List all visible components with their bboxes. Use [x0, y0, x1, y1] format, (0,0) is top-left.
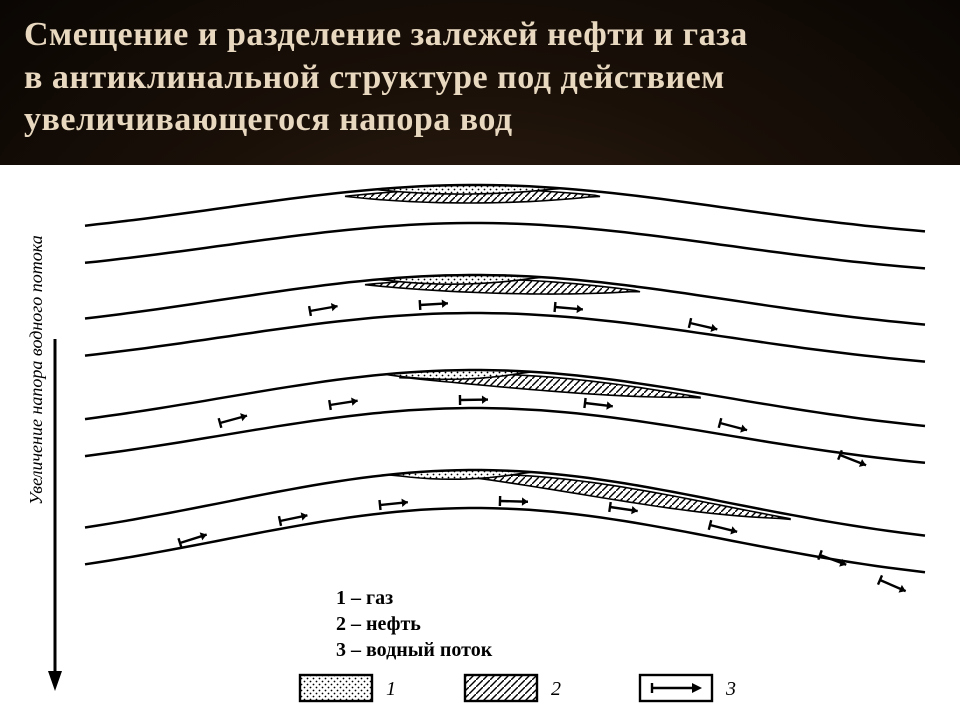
legend-line-3: 3 – водный поток [336, 637, 492, 663]
flow-arrow-icon [420, 300, 448, 310]
stratum-bottom [85, 508, 925, 572]
title-line3: увеличивающегося напора вод [24, 99, 942, 142]
legend-box-gas: 1 [300, 675, 396, 701]
flow-arrow-icon [709, 520, 737, 534]
stratum-bottom [85, 408, 925, 463]
flow-arrow-icon [329, 397, 357, 409]
legend-line-1: 1 – газ [336, 585, 492, 611]
flow-arrow-icon [460, 395, 488, 405]
legend-num: 3 [725, 678, 736, 700]
legend-box-flow: 3 [640, 675, 736, 701]
flow-arrow-icon [500, 496, 528, 506]
flow-arrow-icon [719, 418, 747, 432]
flow-arrow-icon [555, 302, 583, 313]
title-line2: в антиклинальной структуре под действием [24, 57, 942, 100]
legend-box-oil: 2 [465, 675, 561, 701]
legend-text: 1 – газ 2 – нефть 3 – водный поток [336, 585, 492, 663]
diagram-panel: Увеличение напора водного потока 123 1 –… [0, 165, 960, 720]
page-title: Смещение и разделение залежей нефти и га… [0, 0, 960, 150]
flow-arrow-icon [584, 398, 612, 410]
flow-arrow-icon [219, 413, 247, 428]
flow-arrow-icon [878, 575, 906, 592]
stratum-bottom [85, 223, 925, 268]
legend-line-2: 2 – нефть [336, 611, 492, 637]
flow-arrow-icon [689, 318, 717, 332]
legend-num: 2 [551, 678, 561, 700]
stratum-bottom [85, 313, 925, 362]
flow-arrow-icon [379, 499, 407, 510]
legend-num: 1 [386, 678, 396, 700]
flow-arrow-icon [609, 502, 637, 514]
title-line1: Смещение и разделение залежей нефти и га… [24, 14, 942, 57]
flow-arrow-icon [309, 303, 337, 316]
